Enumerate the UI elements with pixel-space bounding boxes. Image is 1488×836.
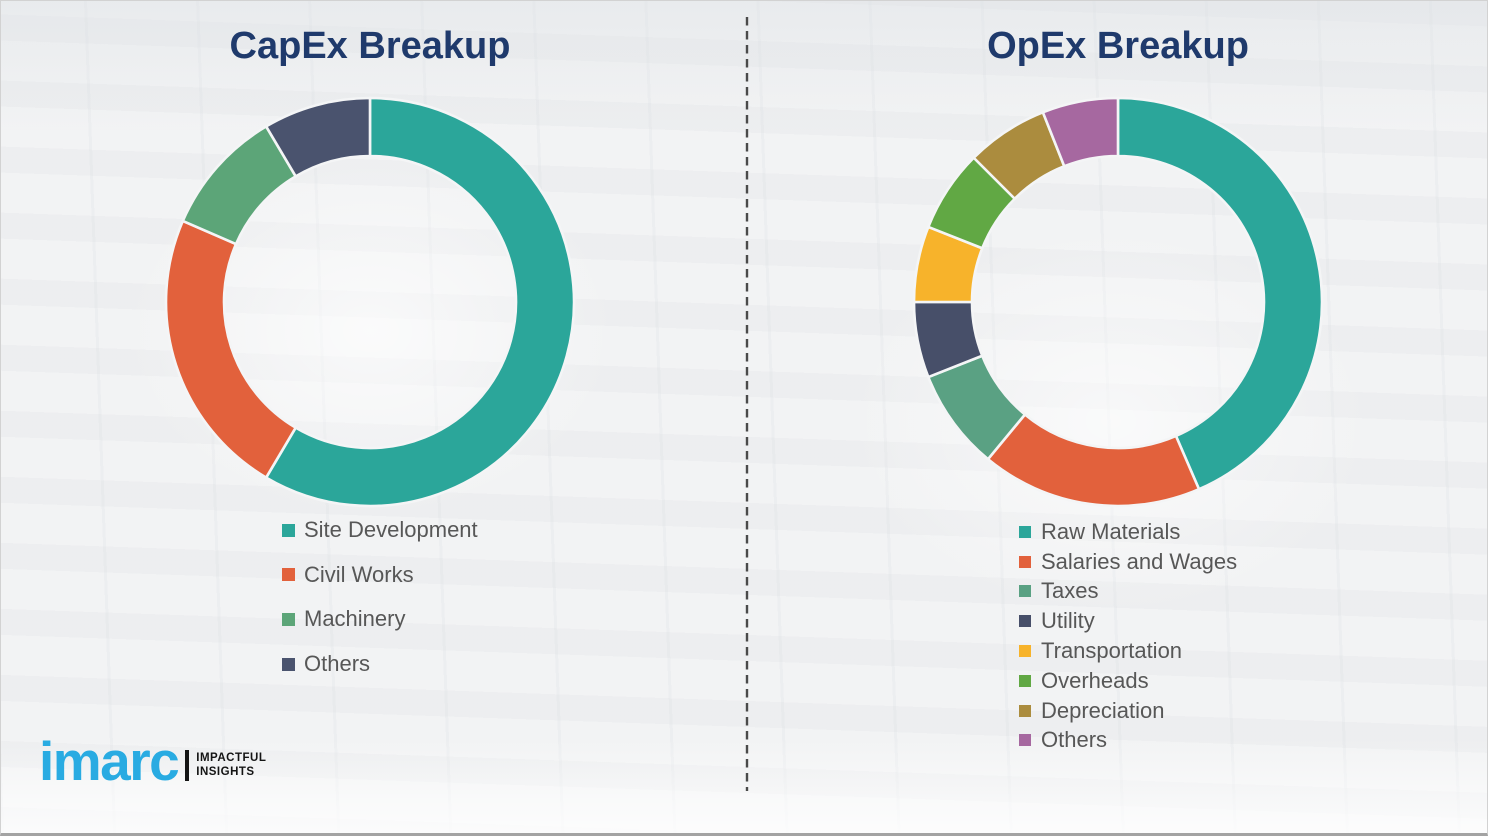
legend-item-overheads: Overheads: [1019, 666, 1237, 696]
legend-label: Machinery: [304, 606, 406, 632]
legend-label: Transportation: [1041, 638, 1183, 664]
legend-label: Utility: [1041, 608, 1095, 634]
legend-swatch-taxes: [1019, 585, 1031, 598]
legend-label: Depreciation: [1041, 697, 1165, 723]
legend-label: Taxes: [1041, 578, 1099, 604]
legend-item-others: Others: [282, 642, 478, 687]
legend-swatch-overheads: [1019, 674, 1031, 687]
opex-legend: Raw Materials Salaries and Wages Taxes Util…: [1019, 517, 1237, 755]
legend-item-depreciation: Depreciation: [1019, 696, 1237, 726]
legend-item-utility: Utility: [1019, 606, 1237, 636]
capex-chart-title: CapEx Breakup: [229, 25, 511, 67]
legend-label: Salaries and Wages: [1041, 548, 1238, 574]
capex-donut-chart: [164, 96, 576, 508]
legend-label: Site Development: [304, 517, 478, 543]
imarc-logo: imarc IMPACTFUL INSIGHTS: [39, 728, 266, 794]
imarc-logo-divider-bar: [185, 749, 190, 781]
legend-item-taxes: Taxes: [1019, 577, 1237, 607]
legend-swatch-site-development: [282, 523, 295, 537]
donut-segment-others: [264, 96, 372, 178]
donut-segment-raw-materials: [1116, 96, 1324, 491]
legend-swatch-machinery: [282, 612, 295, 626]
donut-segment-others: [1041, 96, 1120, 168]
divider-dashed-line: [745, 17, 749, 791]
capex-legend: Site Development Civil Works Machinery Othe…: [282, 508, 478, 686]
imarc-logo-text: imarc: [39, 729, 180, 792]
imarc-tagline-line1: IMPACTFUL: [196, 751, 267, 764]
imarc-tagline-line2: INSIGHTS: [196, 766, 255, 778]
donut-segment-civil-works: [164, 219, 297, 479]
legend-item-transportation: Transportation: [1019, 636, 1237, 666]
legend-item-salaries-and-wages: Salaries and Wages: [1019, 547, 1237, 577]
donut-segment-salaries-and-wages: [986, 413, 1201, 508]
legend-swatch-transportation: [1019, 645, 1031, 658]
legend-item-raw-materials: Raw Materials: [1019, 517, 1237, 547]
imarc-tagline: IMPACTFUL INSIGHTS: [196, 751, 266, 780]
legend-swatch-civil-works: [282, 568, 295, 582]
legend-swatch-utility: [1019, 615, 1031, 628]
legend-swatch-others: [1019, 734, 1031, 747]
legend-swatch-depreciation: [1019, 704, 1031, 717]
legend-label: Others: [304, 651, 371, 677]
legend-item-site-development: Site Development: [282, 508, 478, 553]
legend-label: Overheads: [1041, 667, 1149, 693]
donut-segment-site-development: [264, 96, 576, 508]
legend-swatch-others: [282, 657, 295, 671]
legend-item-others: Others: [1019, 726, 1237, 756]
opex-donut-chart: [912, 96, 1324, 508]
legend-label: Raw Materials: [1041, 518, 1181, 544]
opex-chart-title: OpEx Breakup: [987, 25, 1249, 67]
legend-swatch-salaries-and-wages: [1019, 555, 1031, 568]
legend-swatch-raw-materials: [1019, 525, 1031, 538]
legend-label: Civil Works: [304, 561, 414, 587]
legend-label: Others: [1041, 727, 1108, 753]
legend-item-civil-works: Civil Works: [282, 553, 478, 598]
legend-item-machinery: Machinery: [282, 597, 478, 642]
